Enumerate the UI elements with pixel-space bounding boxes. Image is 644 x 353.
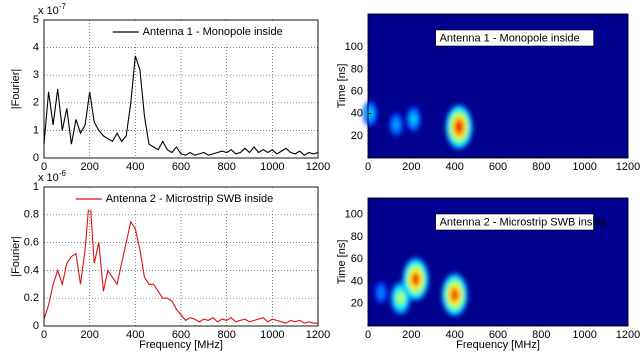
heat-blob bbox=[441, 273, 468, 317]
x-tick-label: 0 bbox=[41, 161, 47, 173]
heat-level bbox=[457, 124, 461, 130]
title-box bbox=[435, 213, 594, 231]
heat-level bbox=[395, 123, 398, 127]
heat-level bbox=[414, 276, 418, 282]
y-tick-label: 100 bbox=[345, 209, 363, 221]
heat-blobs bbox=[374, 257, 468, 317]
legend-box bbox=[108, 21, 316, 43]
x-tick-label: 1200 bbox=[616, 329, 640, 341]
heat-level bbox=[412, 117, 415, 121]
multiplier-base: x 10 bbox=[38, 5, 59, 17]
x-tick-label: 1200 bbox=[306, 161, 330, 173]
x-tick-label: 400 bbox=[126, 161, 144, 173]
panel-title: Antenna 1 - Monopole inside bbox=[440, 32, 580, 44]
heat-blob bbox=[374, 281, 388, 304]
x-tick-label: 200 bbox=[80, 329, 98, 341]
x-tick-label: 400 bbox=[445, 329, 463, 341]
x-tick-label: 800 bbox=[217, 161, 235, 173]
y-tick-label: 0 bbox=[33, 152, 39, 164]
heat-level bbox=[453, 292, 457, 298]
y-tick-label: 60 bbox=[351, 253, 363, 265]
x-tick-label: 600 bbox=[172, 329, 190, 341]
y-tick-label: 0 bbox=[33, 320, 39, 332]
y-tick-label: 0.6 bbox=[24, 237, 39, 249]
x-tick-label: 200 bbox=[402, 329, 420, 341]
heat-blob bbox=[406, 106, 421, 132]
y-tick-label: 40 bbox=[351, 108, 363, 120]
multiplier-exponent: -7 bbox=[59, 2, 67, 11]
x-tick-label: 0 bbox=[365, 329, 371, 341]
y-axis-label: |Fourier| bbox=[10, 236, 22, 277]
panel-title: Antenna 2 - Microstrip SWB inside bbox=[440, 216, 608, 228]
y-tick-label: 0.2 bbox=[24, 292, 39, 304]
legend-label: Antenna 2 - Microstrip SWB inside bbox=[106, 193, 274, 205]
x-tick-label: 1000 bbox=[572, 161, 596, 173]
title-box bbox=[435, 29, 594, 47]
y-tick-label: 80 bbox=[351, 63, 363, 75]
x-axis-label: Frequency [MHz] bbox=[456, 339, 540, 351]
x-tick-label: 800 bbox=[217, 329, 235, 341]
y-tick-label: 80 bbox=[351, 231, 363, 243]
heat-level bbox=[380, 291, 382, 294]
y-tick-label: 4 bbox=[33, 42, 39, 54]
y-tick-label: 1 bbox=[33, 181, 39, 193]
y-tick-label: 0.8 bbox=[24, 209, 39, 221]
y-axis-label: Time [ns] bbox=[336, 240, 348, 285]
y-multiplier: x 10-6 bbox=[38, 169, 66, 184]
plot-frame bbox=[43, 19, 319, 159]
heat-blob bbox=[389, 112, 403, 137]
x-tick-label: 800 bbox=[532, 329, 550, 341]
y-tick-label: 20 bbox=[351, 298, 363, 310]
x-tick-label: 400 bbox=[126, 329, 144, 341]
plot-frame bbox=[43, 186, 319, 327]
y-tick-label: 2 bbox=[33, 97, 39, 109]
y-axis-label: |Fourier| bbox=[10, 69, 22, 110]
x-tick-label: 800 bbox=[532, 161, 550, 173]
y-multiplier: x 10-7 bbox=[38, 2, 66, 17]
x-tick-label: 200 bbox=[80, 161, 98, 173]
x-tick-label: 600 bbox=[172, 161, 190, 173]
legend-box bbox=[71, 188, 316, 210]
x-tick-label: 0 bbox=[41, 329, 47, 341]
heat-blob bbox=[402, 257, 429, 301]
y-tick-label: 0.4 bbox=[24, 264, 39, 276]
y-tick-label: 60 bbox=[351, 85, 363, 97]
multiplier-base: x 10 bbox=[38, 172, 59, 184]
y-axis-label: Time [ns] bbox=[336, 64, 348, 109]
multiplier-exponent: -6 bbox=[59, 169, 67, 178]
data-line bbox=[43, 55, 319, 156]
y-tick-label: 40 bbox=[351, 275, 363, 287]
x-tick-label: 200 bbox=[402, 161, 420, 173]
y-tick-label: 5 bbox=[33, 14, 39, 26]
x-tick-label: 400 bbox=[445, 161, 463, 173]
x-tick-label: 0 bbox=[365, 161, 371, 173]
x-tick-label: 1000 bbox=[260, 329, 284, 341]
legend-label: Antenna 1 - Monopole inside bbox=[143, 26, 283, 38]
x-tick-label: 600 bbox=[489, 161, 507, 173]
y-tick-label: 3 bbox=[33, 69, 39, 81]
x-tick-label: 1000 bbox=[572, 329, 596, 341]
x-axis-label: Frequency [MHz] bbox=[139, 339, 223, 351]
heat-level bbox=[399, 296, 402, 301]
y-tick-label: 100 bbox=[345, 41, 363, 53]
heat-blob bbox=[445, 104, 473, 150]
x-tick-label: 1200 bbox=[616, 161, 640, 173]
x-tick-label: 600 bbox=[489, 329, 507, 341]
y-tick-label: 20 bbox=[351, 130, 363, 142]
y-tick-label: 1 bbox=[33, 124, 39, 136]
x-tick-label: 1000 bbox=[260, 161, 284, 173]
x-tick-label: 1200 bbox=[306, 329, 330, 341]
